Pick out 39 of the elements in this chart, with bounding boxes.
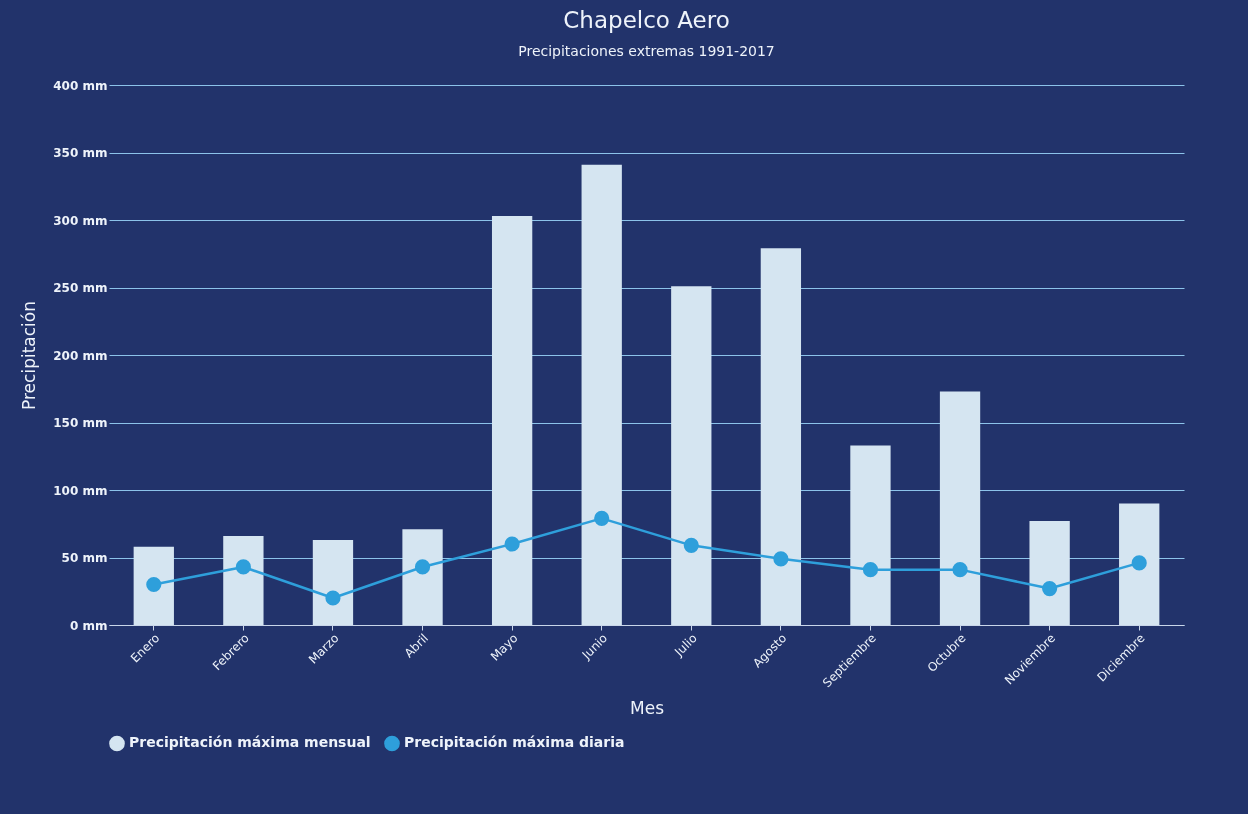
x-axis-title: Mes: [630, 698, 665, 719]
y-axis-title: Precipitación: [19, 301, 40, 410]
bar: [939, 391, 981, 625]
y-tick-label: 250 mm: [53, 281, 108, 295]
bar: [312, 539, 354, 625]
bar: [760, 248, 802, 625]
bar: [850, 445, 891, 625]
legend-label: Precipitación máxima diaria: [404, 734, 625, 751]
y-tick-label: 0 mm: [69, 618, 108, 633]
y-tick-label: 200 mm: [53, 348, 108, 363]
bar: [133, 546, 174, 625]
point: [773, 551, 789, 567]
legend-label: Precipitación máxima mensual: [129, 734, 371, 751]
point: [146, 576, 162, 593]
bar: [491, 215, 533, 625]
y-tick-label: 150 mm: [53, 416, 108, 430]
point: [1042, 580, 1058, 597]
bar: [223, 535, 264, 625]
y-tick-label: 350 mm: [53, 146, 108, 160]
y-tick-label: 100 mm: [53, 483, 108, 498]
bar: [671, 286, 712, 625]
point: [414, 559, 431, 575]
bar: [1029, 521, 1070, 625]
chart-title: Chapelco Aero: [563, 7, 730, 33]
point: [235, 559, 251, 575]
bar: [402, 529, 443, 625]
bar: [1119, 503, 1160, 625]
point: [325, 590, 341, 606]
point: [683, 537, 699, 553]
bar: [581, 164, 622, 625]
y-tick-label: 50 mm: [61, 551, 108, 565]
point: [1131, 555, 1147, 571]
y-tick-label: 300 mm: [53, 213, 108, 228]
chart-subtitle: Precipitaciones extremas 1991-2017: [518, 43, 775, 59]
point: [594, 510, 610, 526]
point: [862, 562, 879, 578]
point: [952, 562, 968, 578]
y-tick-label: 400 mm: [53, 78, 108, 93]
point: [504, 536, 520, 552]
